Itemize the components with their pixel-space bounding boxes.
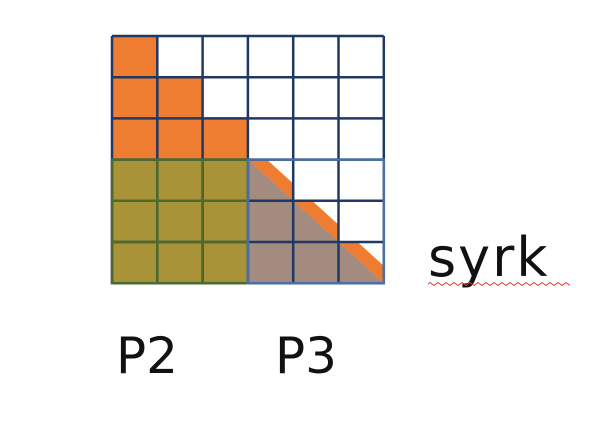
cell-p2: [157, 200, 203, 242]
spellcheck-underline: [428, 282, 570, 286]
cell-empty: [338, 200, 384, 242]
cell-empty: [338, 159, 384, 201]
cell-empty: [293, 159, 339, 201]
cell-p2: [112, 242, 158, 284]
label-syrk: syrk: [428, 226, 550, 289]
cell-empty: [293, 36, 339, 78]
label-p2: P2: [116, 327, 178, 385]
cell-empty: [202, 36, 248, 78]
cell-empty: [247, 77, 294, 119]
cell-lower: [202, 118, 248, 160]
cell-empty: [293, 77, 339, 119]
diag-white-corner: [266, 159, 294, 184]
cell-empty: [338, 36, 384, 78]
cell-empty: [247, 118, 294, 160]
cell-lower: [157, 77, 203, 119]
cell-empty: [338, 77, 384, 119]
diag-fill: [338, 242, 384, 284]
diag-fill: [293, 200, 339, 242]
cell-p2: [112, 159, 158, 201]
cell-p2: [112, 200, 158, 242]
spellcheck-squiggle: [428, 282, 570, 286]
cell-p2: [202, 159, 248, 201]
cell-empty: [247, 36, 294, 78]
diag-white-corner: [312, 200, 339, 225]
label-p3: P3: [275, 327, 337, 385]
cell-p2: [202, 200, 248, 242]
cell-p3: [247, 242, 294, 284]
cell-empty: [293, 118, 339, 160]
cell-lower: [112, 118, 158, 160]
p3-block-outline: [246, 158, 386, 285]
diag-fill: [247, 159, 294, 201]
cell-empty: [157, 36, 203, 78]
cell-empty: [202, 77, 248, 119]
cell-p2: [202, 242, 248, 284]
cell-p2: [157, 159, 203, 201]
cell-p3: [293, 242, 339, 284]
cell-p3: [247, 200, 294, 242]
cell-empty: [338, 118, 384, 160]
diag-white-corner: [357, 242, 384, 266]
cell-p2: [157, 242, 203, 284]
cell-lower: [157, 118, 203, 160]
cell-lower: [112, 36, 158, 78]
cell-lower: [112, 77, 158, 119]
